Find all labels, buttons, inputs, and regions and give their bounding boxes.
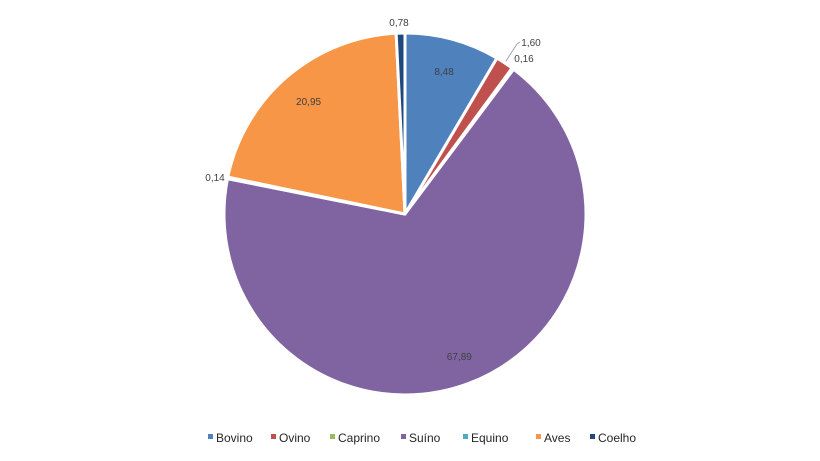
legend-label-ovino: Ovino xyxy=(279,431,311,445)
data-label-aves: 20,95 xyxy=(296,97,321,108)
pie-slice-aves xyxy=(226,31,407,216)
legend-marker-caprino xyxy=(330,434,335,439)
legend-marker-coelho xyxy=(590,434,595,439)
data-label-coelho: 0,78 xyxy=(389,18,409,29)
pie-slice-bovino xyxy=(403,31,499,216)
legend-label-suino: Suíno xyxy=(409,431,441,445)
legend-label-equino: Equino xyxy=(471,431,509,445)
data-label-ovino: 1,60 xyxy=(521,38,541,49)
legend-marker-equino xyxy=(463,434,468,439)
data-label-bovino: 8,48 xyxy=(434,67,454,78)
legend-marker-aves xyxy=(536,434,541,439)
leader-line-ovino xyxy=(505,41,521,62)
data-label-equino: 0,14 xyxy=(205,173,225,184)
leader-lines xyxy=(505,41,521,62)
legend-label-coelho: Coelho xyxy=(598,431,636,445)
legend-label-bovino: Bovino xyxy=(216,431,253,445)
legend-label-caprino: Caprino xyxy=(338,431,380,445)
data-label-suino: 67,89 xyxy=(447,352,472,363)
legend-marker-suino xyxy=(401,434,406,439)
legend-marker-ovino xyxy=(271,434,276,439)
pie-slices xyxy=(222,31,588,397)
data-labels: 8,48 1,60 0,16 67,89 0,14 20,95 0,78 xyxy=(205,18,541,363)
legend: Bovino Ovino Caprino Suíno Equino Aves Coelho xyxy=(208,431,636,445)
legend-marker-bovino xyxy=(208,434,213,439)
pie-slice-coelho xyxy=(394,31,407,216)
data-label-caprino: 0,16 xyxy=(514,54,534,65)
legend-label-aves: Aves xyxy=(544,431,570,445)
pie-slice-suino xyxy=(222,67,588,397)
